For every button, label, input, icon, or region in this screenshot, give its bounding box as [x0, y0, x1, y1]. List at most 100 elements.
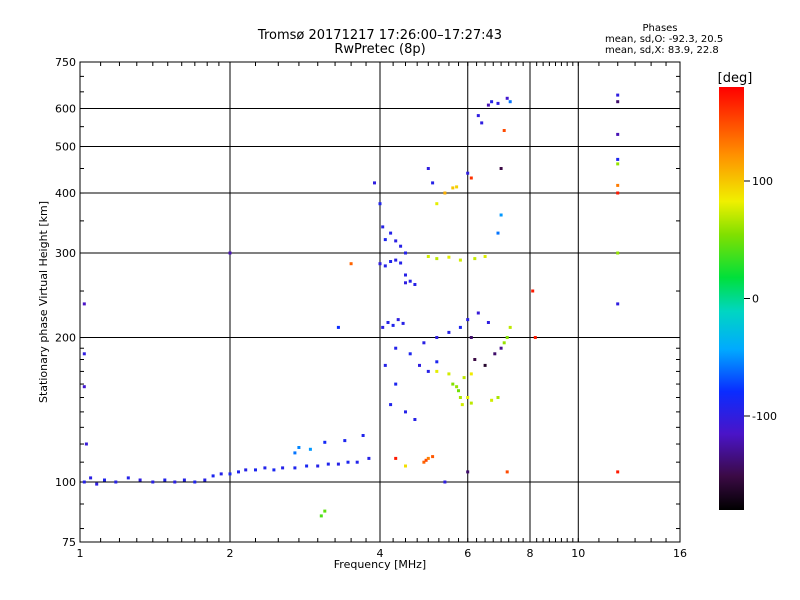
data-point — [219, 472, 223, 476]
data-point — [254, 468, 257, 472]
data-point — [378, 262, 382, 266]
y-axis-ticks: 75 100 200 300 400 500 600 750 — [55, 56, 680, 549]
data-point — [616, 132, 620, 136]
data-point — [435, 360, 439, 364]
data-point — [508, 325, 512, 329]
phases-box: Phases mean, sd,O: -92.3, 20.5 mean, sd,… — [605, 23, 785, 56]
data-point — [493, 352, 497, 356]
data-point — [499, 346, 503, 350]
phases-o-stats: mean, sd,O: -92.3, 20.5 — [605, 34, 724, 45]
data-point — [531, 289, 535, 293]
data-point — [458, 396, 462, 399]
x-tick-label: 1 — [77, 547, 84, 560]
data-point — [422, 460, 426, 464]
data-point — [404, 464, 407, 468]
x-axis-ticks: 1 2 4 6 8 10 16 — [77, 62, 687, 560]
data-point — [426, 255, 430, 258]
data-point — [616, 100, 620, 104]
data-point — [455, 185, 459, 189]
data-point — [469, 176, 473, 180]
data-point — [447, 255, 451, 259]
data-point — [336, 325, 340, 329]
data-point — [381, 325, 385, 329]
data-point — [399, 244, 403, 248]
data-point — [394, 239, 398, 243]
x-tick-label: 2 — [227, 547, 234, 560]
data-point — [151, 480, 155, 484]
data-point — [323, 440, 327, 444]
data-point — [435, 369, 439, 373]
data-point — [228, 472, 232, 476]
data-point — [82, 352, 86, 356]
data-point — [383, 238, 387, 242]
data-point — [435, 257, 439, 261]
data-point — [389, 403, 393, 407]
data-point — [443, 480, 447, 484]
data-point — [533, 336, 537, 339]
data-point — [173, 480, 177, 484]
x-tick-label: 16 — [673, 547, 687, 560]
data-point — [394, 258, 398, 262]
data-point — [319, 514, 323, 518]
x-tick-label: 10 — [571, 547, 585, 560]
data-point — [394, 346, 398, 350]
data-point — [343, 439, 347, 443]
data-point — [476, 114, 480, 118]
data-point — [394, 382, 398, 386]
data-point — [505, 470, 509, 474]
data-point — [426, 456, 430, 460]
data-point — [413, 283, 417, 286]
data-point — [496, 231, 500, 235]
x-axis-label: Frequency [MHz] — [334, 558, 426, 571]
data-point — [297, 446, 301, 449]
data-point — [616, 302, 620, 306]
data-point — [435, 336, 439, 339]
data-point — [476, 311, 480, 315]
data-point — [89, 476, 93, 480]
data-point — [404, 410, 407, 414]
data-point — [228, 251, 232, 255]
data-points — [82, 93, 620, 518]
data-point — [616, 93, 620, 97]
data-point — [616, 191, 620, 195]
y-tick-label: 75 — [62, 536, 76, 549]
data-point — [193, 480, 197, 484]
y-axis-label: Stationary phase Virtual Height [km] — [37, 201, 50, 403]
data-point — [308, 447, 312, 451]
y-tick-label: 500 — [55, 141, 76, 154]
data-point — [323, 509, 327, 513]
data-point — [483, 255, 487, 258]
data-point — [237, 470, 240, 474]
data-point — [281, 466, 285, 470]
phases-title: Phases — [642, 23, 678, 34]
data-point — [499, 213, 503, 217]
x-tick-label: 6 — [464, 547, 471, 560]
data-point — [263, 466, 267, 470]
data-point — [616, 157, 620, 161]
data-point — [408, 352, 412, 356]
colorbar-tick-label: -100 — [752, 410, 777, 423]
data-point — [326, 462, 330, 466]
data-point — [413, 418, 417, 421]
y-tick-label: 600 — [55, 103, 76, 116]
data-point — [458, 325, 462, 329]
colorbar — [719, 87, 744, 510]
data-point — [355, 460, 359, 464]
data-point — [457, 389, 460, 393]
data-point — [616, 162, 620, 166]
data-point — [378, 202, 382, 206]
data-point — [404, 281, 407, 285]
data-point — [389, 231, 393, 235]
data-point — [431, 455, 435, 459]
data-point — [431, 181, 435, 185]
data-point — [401, 321, 405, 325]
data-point — [103, 478, 106, 482]
y-tick-label: 300 — [55, 247, 76, 260]
phases-x-stats: mean, sd,X: 83.9, 22.8 — [605, 45, 719, 56]
data-point — [460, 403, 464, 407]
chart-subtitle: RwPretec (8p) — [334, 42, 426, 57]
chart-title: Tromsø 20171217 17:26:00–17:27:43 — [257, 28, 503, 43]
data-point — [462, 376, 466, 380]
data-point — [404, 273, 407, 277]
data-point — [466, 470, 470, 474]
